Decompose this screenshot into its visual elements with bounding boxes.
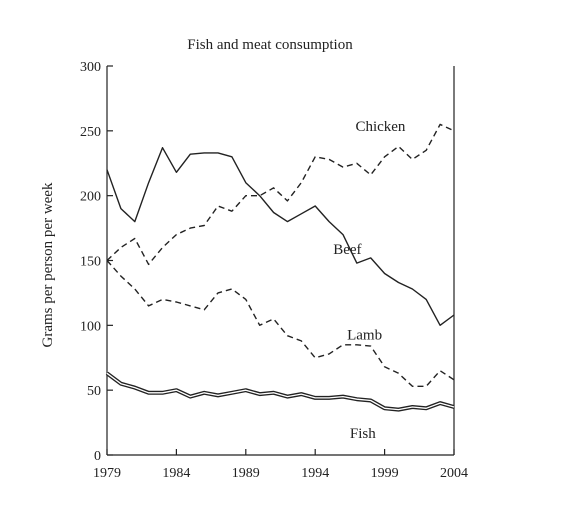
x-tick-label: 1999 — [371, 466, 399, 481]
x-tick-label: 1984 — [162, 466, 190, 481]
chicken-label: Chicken — [355, 119, 405, 135]
fish-label: Fish — [350, 426, 376, 442]
y-tick-label: 200 — [80, 190, 101, 205]
fish-line-inner — [106, 372, 455, 411]
chicken-line — [106, 123, 455, 266]
y-tick-label: 250 — [80, 125, 101, 140]
y-tick-label: 150 — [80, 255, 101, 270]
beef-line — [106, 146, 455, 326]
chart-title: Fish and meat consumption — [187, 37, 353, 53]
y-tick-label: 0 — [94, 449, 101, 464]
y-axis-label: Grams per person per week — [40, 182, 56, 347]
lamb-label: Lamb — [347, 328, 382, 344]
x-tick-label: 2004 — [440, 466, 468, 481]
axes: 0 50 100 150 200 250 300 1979 1984 1989 1994 1999 20… — [80, 60, 468, 481]
y-tick-label: 300 — [80, 60, 101, 75]
series-labels: Chicken Beef Lamb Fish — [333, 119, 406, 442]
lamb-line — [106, 260, 455, 387]
y-tick-label: 50 — [87, 384, 101, 399]
fish-line — [105, 371, 455, 412]
x-tick-label: 1979 — [93, 466, 121, 481]
y-tick-label: 100 — [80, 319, 101, 334]
beef-label: Beef — [333, 242, 361, 258]
x-tick-label: 1989 — [232, 466, 260, 481]
x-tick-label: 1994 — [301, 466, 329, 481]
series-group — [105, 123, 455, 412]
